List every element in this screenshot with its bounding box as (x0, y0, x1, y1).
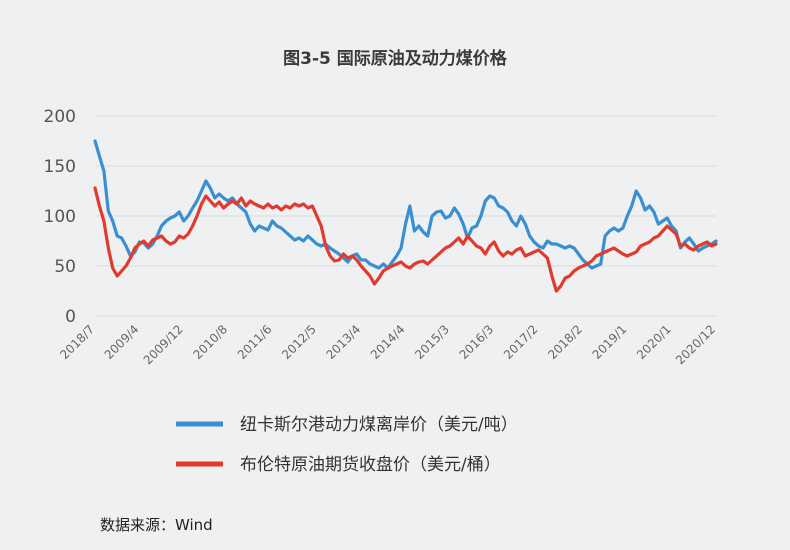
legend: 纽卡斯尔港动力煤离岸价（美元/吨） 布伦特原油期货收盘价（美元/桶） (176, 415, 518, 475)
x-tick-label: 2019/1 (590, 322, 630, 362)
x-axis-ticks: 2018/7 2009/4 2009/12 2010/8 2011/6 2012/5 201… (57, 322, 718, 367)
chart-title: 图3-5 国际原油及动力煤价格 (283, 48, 508, 69)
legend-label-coal: 纽卡斯尔港动力煤离岸价（美元/吨） (240, 415, 518, 435)
x-tick-label: 2016/3 (457, 322, 497, 362)
series-line-brent (93, 186, 718, 293)
x-tick-label: 2010/8 (190, 322, 230, 362)
x-tick-label: 2011/6 (235, 322, 275, 362)
source-note: 数据来源：Wind (100, 516, 213, 534)
x-tick-label: 2009/12 (141, 322, 186, 367)
x-tick-label: 2018/2 (545, 322, 585, 362)
x-tick-label: 2009/4 (102, 322, 142, 362)
x-tick-label: 2012/5 (279, 322, 319, 362)
x-tick-label: 2013/4 (324, 322, 364, 362)
x-tick-label: 2018/7 (57, 322, 97, 362)
y-tick-label: 200 (44, 107, 76, 127)
series-lines (93, 139, 718, 293)
x-tick-label: 2017/2 (501, 322, 541, 362)
x-tick-label: 2015/3 (412, 322, 452, 362)
x-tick-label: 2020/12 (673, 322, 718, 367)
y-tick-label: 150 (44, 157, 76, 177)
y-tick-label: 100 (44, 207, 76, 227)
y-axis-ticks: 0 50 100 150 200 (44, 107, 76, 327)
series-line-coal (93, 139, 718, 270)
y-tick-label: 0 (65, 307, 76, 327)
x-tick-label: 2014/4 (368, 322, 408, 362)
x-tick-label: 2020/1 (634, 322, 674, 362)
y-tick-label: 50 (54, 257, 76, 277)
legend-label-brent: 布伦特原油期货收盘价（美元/桶） (240, 455, 501, 475)
